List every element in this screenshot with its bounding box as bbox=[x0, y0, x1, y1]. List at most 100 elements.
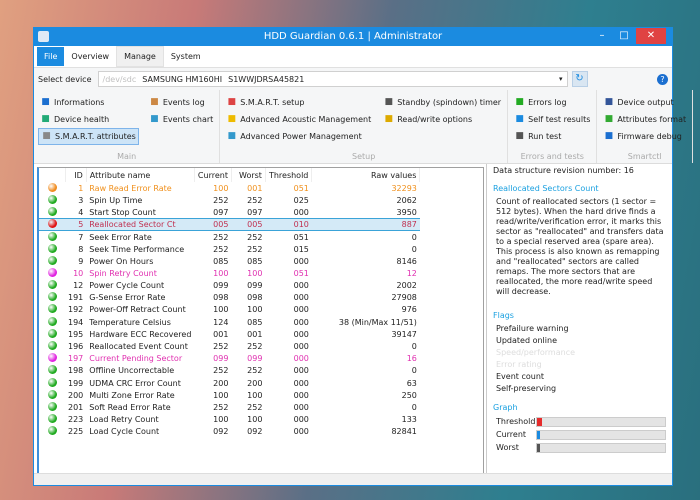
device-select[interactable]: /dev/sdc SAMSUNG HM160HI S1WWJDRSA45821 … bbox=[97, 71, 568, 87]
flag-item: Speed/performance bbox=[496, 348, 576, 357]
cell-worst: 100 bbox=[247, 268, 263, 278]
col-worst[interactable]: Worst bbox=[231, 168, 266, 182]
ribbon-errors-log-button[interactable]: ■ Errors log bbox=[512, 94, 592, 111]
ribbon-advanced-power-management-button[interactable]: ■ Advanced Power Management bbox=[224, 128, 373, 145]
cell-threshold: 000 bbox=[293, 427, 309, 437]
graph-bar bbox=[536, 442, 666, 453]
table-row[interactable]: 191 G-Sense Error Rate 098 098 000 27908 bbox=[39, 292, 420, 304]
flag-item: Self-preserving bbox=[496, 384, 557, 393]
col-raw[interactable]: Raw values bbox=[311, 168, 421, 182]
cell-threshold: 000 bbox=[293, 366, 309, 376]
minimize-button[interactable]: – bbox=[599, 30, 605, 41]
col-name[interactable]: Attribute name bbox=[86, 168, 195, 182]
cell-worst: 100 bbox=[247, 390, 263, 400]
table-row[interactable]: 196 Reallocated Event Count 252 252 000 0 bbox=[39, 340, 420, 352]
refresh-button[interactable]: ↻ bbox=[571, 71, 588, 87]
cell-name: G-Sense Error Rate bbox=[89, 293, 166, 303]
table-row[interactable]: 198 Offline Uncorrectable 252 252 000 0 bbox=[39, 365, 420, 377]
cell-id: 194 bbox=[68, 317, 84, 327]
cell-threshold: 000 bbox=[293, 207, 309, 217]
table-row[interactable]: 201 Soft Read Error Rate 252 252 000 0 bbox=[39, 401, 420, 413]
dropdown-arrow-icon[interactable]: ▾ bbox=[558, 75, 563, 83]
cell-worst: 252 bbox=[247, 232, 263, 242]
table-row[interactable]: 7 Seek Error Rate 252 252 051 0 bbox=[39, 231, 420, 243]
ribbon-events-chart-button[interactable]: ■ Events chart bbox=[147, 111, 215, 128]
app-window: HDD Guardian 0.6.1 | Administrator – □ ✕… bbox=[33, 27, 694, 486]
table-row[interactable]: 195 Hardware ECC Recovered 001 001 000 39147 bbox=[39, 328, 420, 340]
ribbon-device-output-button[interactable]: ■ Device output bbox=[601, 94, 688, 111]
cell-threshold: 051 bbox=[293, 183, 309, 193]
ribbon-group-label: Smartctl bbox=[627, 152, 662, 161]
ribbon-s-m-a-r-t-attributes-button[interactable]: ■ S.M.A.R.T. attributes bbox=[38, 128, 139, 145]
cell-id: 225 bbox=[68, 427, 84, 437]
cell-id: 199 bbox=[68, 378, 84, 388]
table-row[interactable]: 8 Seek Time Performance 252 252 015 0 bbox=[39, 243, 420, 255]
cell-worst: 085 bbox=[247, 256, 263, 266]
tab-file[interactable]: File bbox=[37, 47, 65, 66]
cell-current: 252 bbox=[213, 244, 229, 254]
table-row[interactable]: 197 Current Pending Sector 099 099 000 16 bbox=[39, 353, 420, 365]
ribbon-self-test-results-button[interactable]: ■ Self test results bbox=[512, 111, 592, 128]
ribbon-item-label: S.M.A.R.T. attributes bbox=[55, 132, 136, 141]
tab-manage[interactable]: Manage bbox=[116, 46, 164, 67]
table-row[interactable]: 223 Load Retry Count 100 100 000 133 bbox=[39, 414, 420, 426]
cell-name: Current Pending Sector bbox=[89, 354, 183, 364]
cell-current: 252 bbox=[213, 195, 229, 205]
ribbon-read-write-options-button[interactable]: ■ Read/write options bbox=[381, 111, 503, 128]
ribbon-advanced-acoustic-management-button[interactable]: ■ Advanced Acoustic Management bbox=[224, 111, 373, 128]
status-dot-icon bbox=[47, 182, 57, 192]
cell-raw: 3950 bbox=[396, 207, 417, 217]
ribbon-device-health-button[interactable]: ■ Device health bbox=[38, 111, 139, 128]
cell-id: 191 bbox=[68, 293, 84, 303]
table-row[interactable]: 194 Temperature Celsius 124 085 000 38 (Min/M… bbox=[39, 316, 420, 328]
help-icon[interactable]: ? bbox=[657, 73, 668, 85]
cell-raw: 2062 bbox=[396, 195, 417, 205]
cell-raw: 32293 bbox=[391, 183, 417, 193]
maximize-button[interactable]: □ bbox=[619, 30, 629, 41]
table-row[interactable]: 192 Power-Off Retract Count 100 100 000 976 bbox=[39, 304, 420, 316]
ribbon-informations-button[interactable]: ■ Informations bbox=[38, 94, 139, 111]
s-m-a-r-t-setup-icon: ■ bbox=[227, 97, 237, 107]
cell-id: 223 bbox=[68, 415, 84, 425]
table-row[interactable]: 225 Load Cycle Count 092 092 000 82841 bbox=[39, 426, 420, 438]
attributes-table[interactable]: ID Attribute name Current Worst Threshol… bbox=[37, 167, 484, 474]
cell-name: Spin Up Time bbox=[89, 195, 143, 205]
ribbon-group-errors-and-tests: ■ Errors log ■ Self test results ■ Run test Er… bbox=[508, 90, 598, 163]
status-dot-icon bbox=[47, 377, 57, 387]
ribbon-item-label: Informations bbox=[54, 98, 105, 107]
ribbon-standby-spindown-timer-button[interactable]: ■ Standby (spindown) timer bbox=[381, 94, 503, 111]
table-row[interactable]: 200 Multi Zone Error Rate 100 100 000 250 bbox=[39, 389, 420, 401]
col-threshold[interactable]: Threshold bbox=[265, 168, 313, 182]
col-current[interactable]: Current bbox=[194, 168, 232, 182]
table-row[interactable]: 12 Power Cycle Count 099 099 000 2002 bbox=[39, 280, 420, 292]
table-row[interactable]: 199 UDMA CRC Error Count 200 200 000 63 bbox=[39, 377, 420, 389]
ribbon-attributes-format-button[interactable]: ■ Attributes format bbox=[601, 111, 688, 128]
table-row[interactable]: 3 Spin Up Time 252 252 025 2062 bbox=[39, 194, 420, 206]
ribbon-s-m-a-r-t-setup-button[interactable]: ■ S.M.A.R.T. setup bbox=[224, 94, 373, 111]
tab-system[interactable]: System bbox=[170, 52, 201, 61]
graph-bar-fill bbox=[537, 443, 540, 452]
cell-threshold: 000 bbox=[293, 415, 309, 425]
table-row[interactable]: 10 Spin Retry Count 100 100 051 12 bbox=[39, 267, 420, 279]
cell-current: 005 bbox=[194, 218, 232, 232]
cell-threshold: 000 bbox=[293, 305, 309, 315]
ribbon-run-test-button[interactable]: ■ Run test bbox=[512, 128, 592, 145]
table-row[interactable]: 9 Power On Hours 085 085 000 8146 bbox=[39, 255, 420, 267]
details-panel: Data structure revision number: 16 Reall… bbox=[486, 164, 672, 474]
table-row[interactable]: 5 Reallocated Sector Ct 005 005 010 887 bbox=[39, 218, 420, 232]
status-dot-icon bbox=[47, 389, 57, 399]
close-button[interactable]: ✕ bbox=[636, 28, 666, 44]
cell-name: Seek Time Performance bbox=[89, 244, 185, 254]
ribbon-events-log-button[interactable]: ■ Events log bbox=[147, 94, 215, 111]
cell-id: 12 bbox=[73, 281, 84, 291]
cell-id: 10 bbox=[73, 268, 84, 278]
cell-current: 099 bbox=[213, 354, 229, 364]
ribbon-firmware-debug-button[interactable]: ■ Firmware debug bbox=[601, 128, 688, 145]
tab-overview[interactable]: Overview bbox=[71, 52, 110, 61]
ribbon-item-label: Read/write options bbox=[397, 115, 473, 124]
self-test-results-icon: ■ bbox=[515, 114, 524, 124]
cell-raw: 12 bbox=[406, 268, 417, 278]
table-row[interactable]: 4 Start Stop Count 097 097 000 3950 bbox=[39, 206, 420, 218]
table-row[interactable]: 1 Raw Read Error Rate 100 001 051 32293 bbox=[39, 182, 420, 194]
col-id[interactable]: ID bbox=[65, 168, 87, 182]
